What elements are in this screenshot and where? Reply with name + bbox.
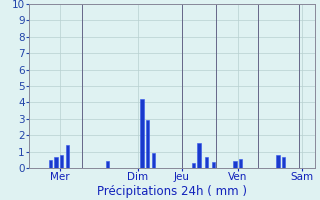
Bar <box>282 157 285 168</box>
Bar <box>152 153 155 168</box>
X-axis label: Précipitations 24h ( mm ): Précipitations 24h ( mm ) <box>97 185 247 198</box>
Bar <box>276 155 280 168</box>
Bar <box>233 161 237 168</box>
Bar <box>239 159 243 168</box>
Bar <box>66 145 69 168</box>
Bar <box>140 99 144 168</box>
Bar <box>60 155 63 168</box>
Bar <box>146 120 149 168</box>
Bar <box>106 161 109 168</box>
Bar <box>54 157 58 168</box>
Bar <box>212 162 215 168</box>
Bar <box>197 143 201 168</box>
Bar <box>205 157 208 168</box>
Bar <box>49 160 52 168</box>
Bar <box>192 163 195 168</box>
